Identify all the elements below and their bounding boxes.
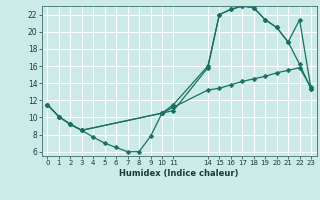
X-axis label: Humidex (Indice chaleur): Humidex (Indice chaleur) [119, 169, 239, 178]
